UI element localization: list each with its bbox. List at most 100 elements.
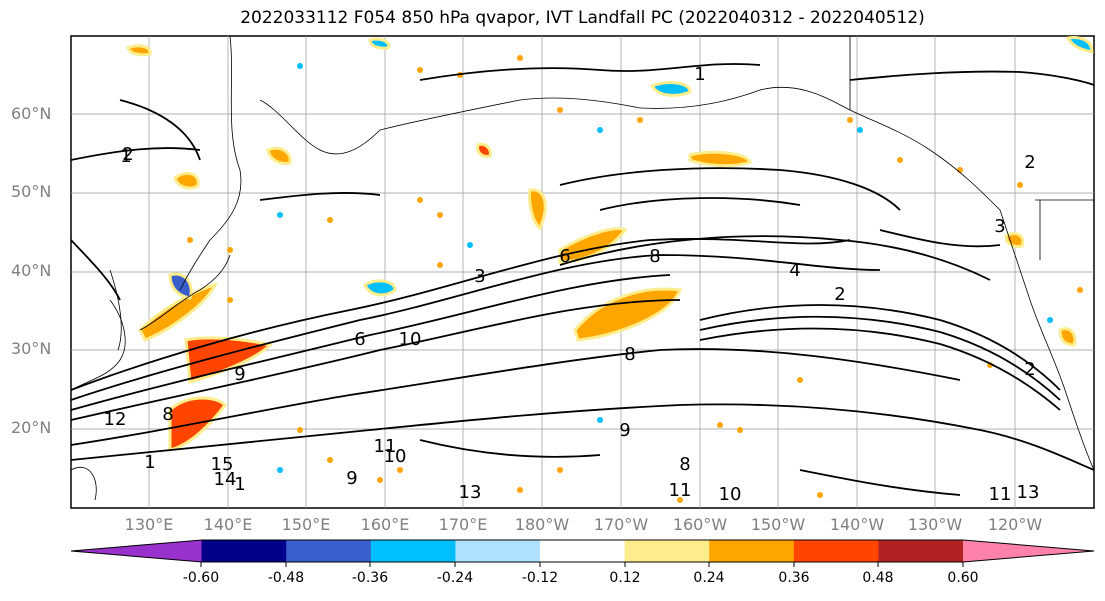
anomaly-shading [138,282,218,342]
anomaly-speck [297,427,303,433]
anomaly-speck [897,157,903,163]
anomaly-speck [1017,182,1023,188]
contour-label: 3 [994,216,1005,237]
ivt-contour-line [119,99,201,161]
ivt-contour-line [70,274,671,411]
contour-label: 8 [162,404,173,425]
colorbar-tick-label: -0.60 [182,570,220,586]
ivt-contour-line [699,327,1061,411]
ivt-contour-line [259,192,381,201]
lat-label-50: 50°N [11,182,52,201]
ivt-contour-line [70,403,1095,471]
ivt-contour-line [849,70,1095,86]
anomaly-shading [168,272,193,300]
anomaly-speck [327,217,333,223]
contour-label: 2 [1024,152,1035,173]
contour-label: 10 [719,484,742,505]
anomaly-speck [597,417,603,423]
colorbar [70,539,1095,567]
contour-label: 4 [789,260,800,281]
coastline [179,35,242,291]
anomaly-speck [227,247,233,253]
anomaly-speck [557,107,563,113]
coastline [109,269,122,351]
coastline [999,209,1095,471]
coastline [379,97,641,131]
colorbar-tick-label: -0.12 [521,570,559,586]
colorbar-segment [709,540,795,562]
colorbar-segment [878,540,964,562]
anomaly-speck [397,467,403,473]
plot-title: 2022033112 F054 850 hPa qvapor, IVT Land… [240,8,925,28]
contour-label: 1 [694,64,705,85]
ivt-contour-line [419,63,761,81]
anomaly-speck [517,55,523,61]
anomaly-speck [467,242,473,248]
contour-label: 8 [624,344,635,365]
lat-label-20: 20°N [11,418,52,437]
lat-label-40: 40°N [11,261,52,280]
anomaly-speck [517,487,523,493]
contour-label: 3 [474,266,485,287]
contour-label: 11 [989,484,1012,505]
anomaly-shading [1058,327,1077,347]
anomaly-speck [857,127,863,133]
lon-label-140e: 140°E [203,515,253,534]
anomaly-speck [187,237,193,243]
anomaly-speck [297,63,303,69]
colorbar-segment [201,540,287,562]
anomaly-speck [637,117,643,123]
contour-label: 9 [346,468,357,489]
contour-label: 2 [1024,359,1035,380]
colorbar-extend-low [71,540,202,562]
anomaly-speck [817,492,823,498]
contour-label: 6 [354,329,365,350]
contour-label: 10 [384,446,407,467]
anomaly-speck [227,297,233,303]
contour-label: 13 [1017,482,1040,503]
contour-label: 10 [399,329,422,350]
anomaly-shading [476,142,492,158]
contour-label: 12 [104,409,127,430]
colorbar-outline [70,539,1095,563]
anomaly-speck [417,67,423,73]
contour-label: 14 [214,469,237,490]
anomaly-shading [1004,232,1025,248]
ivt-contours [70,63,1095,496]
lat-label-30: 30°N [11,339,52,358]
lon-label-170e: 170°E [438,515,488,534]
colorbar-segment [370,540,456,562]
colorbar-tick-label: 0.36 [778,570,810,586]
ivt-contour-line [70,239,121,301]
colorbar-extend-high [963,540,1094,562]
anomaly-speck [797,377,803,383]
coastline [70,299,126,391]
contour-label: 8 [649,246,660,267]
anomaly-shading [363,279,397,297]
ivt-contour-line [70,348,961,446]
ivt-contour-line [559,167,901,211]
anomaly-speck [377,477,383,483]
anomaly-shading [528,188,547,231]
lon-label-140w: 140°W [829,515,885,534]
anomaly-speck [597,127,603,133]
anomaly-speck [417,197,423,203]
colorbar-segment [455,540,541,562]
lon-label-150e: 150°E [281,515,331,534]
colorbar-segment [624,540,710,562]
contour-label: 11 [374,436,397,457]
colorbar-tick-label: 0.60 [947,570,979,586]
contour-label: 6 [559,246,570,267]
anomaly-speck [847,117,853,123]
lon-label-180w: 180°W [514,515,570,534]
anomaly-shading [368,37,391,50]
colorbar-tick-label: -0.36 [351,570,389,586]
ivt-contour-line [599,197,801,211]
anomaly-speck [717,422,723,428]
lon-label-130w: 130°W [907,515,963,534]
anomaly-speck [677,497,683,503]
anomaly-speck [277,212,283,218]
anomaly-speck [1047,317,1053,323]
